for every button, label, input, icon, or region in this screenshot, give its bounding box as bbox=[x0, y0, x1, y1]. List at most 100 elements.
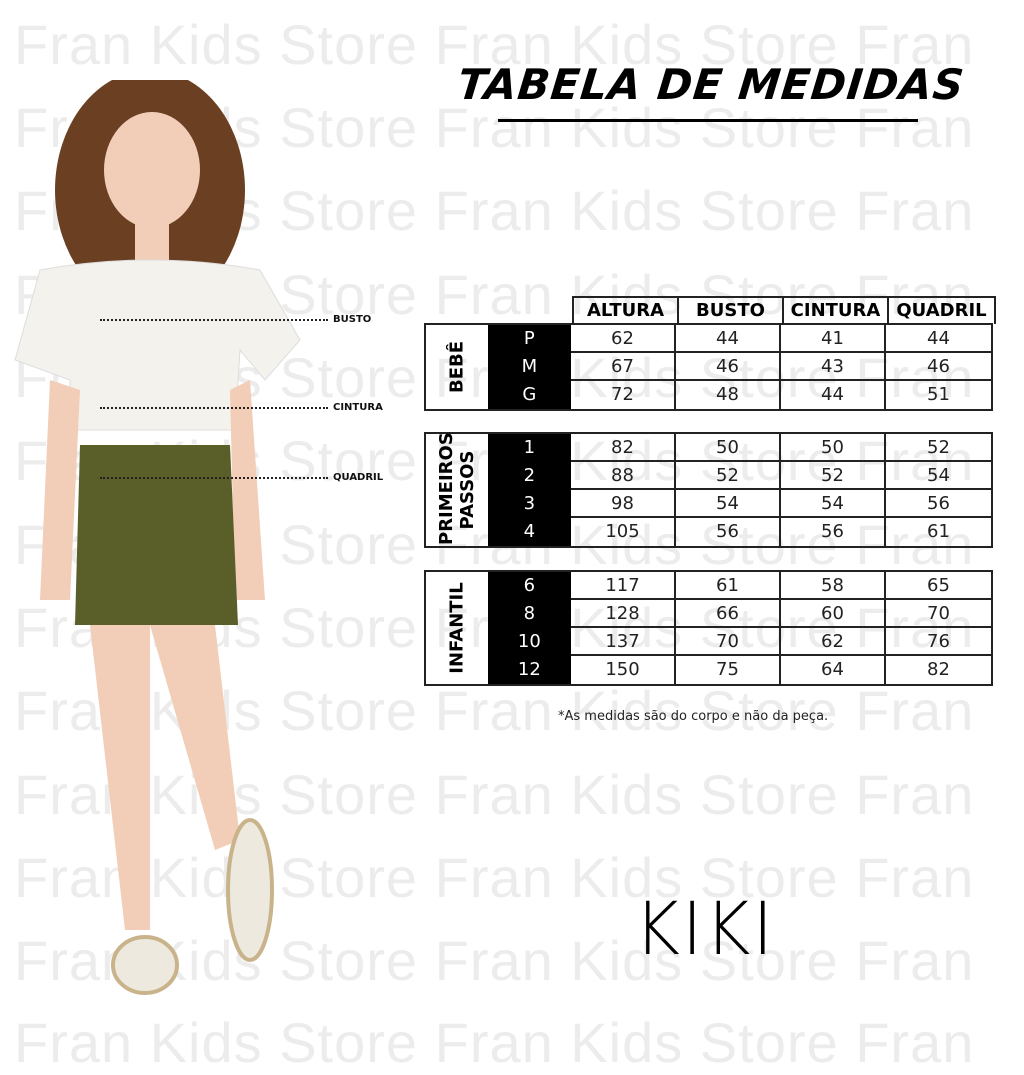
value-cell: 46 bbox=[927, 356, 950, 377]
quadril-line bbox=[100, 477, 328, 479]
size-cell: 10 bbox=[517, 631, 541, 652]
shoe bbox=[111, 935, 179, 995]
table-row: 98 54 54 56 bbox=[571, 490, 991, 518]
size-column: 6 8 10 12 bbox=[487, 572, 571, 684]
size-cell: 4 bbox=[523, 521, 536, 542]
value-cell: 128 bbox=[571, 600, 676, 626]
value-cell: 43 bbox=[781, 353, 886, 379]
value-cell: 70 bbox=[927, 603, 950, 624]
group-label-text: INFANTIL bbox=[446, 582, 468, 674]
size-cell: P bbox=[523, 328, 535, 349]
value-cell: 76 bbox=[927, 631, 950, 652]
value-cell: 98 bbox=[571, 490, 676, 516]
brand-logo: KIKI bbox=[634, 885, 776, 973]
cintura-line bbox=[100, 407, 328, 409]
watermark-text: Fran Kids Store Fran Kids Store Fran bbox=[14, 846, 975, 909]
value-cell: 70 bbox=[676, 628, 781, 654]
value-cell: 51 bbox=[927, 384, 950, 405]
group-label: INFANTIL bbox=[426, 572, 488, 684]
size-group: BEBÊ P M G 62 44 41 44 67 46 43 46 72 48 44 51 bbox=[424, 323, 993, 411]
value-cell: 62 bbox=[571, 325, 676, 351]
value-cell: 44 bbox=[781, 381, 886, 409]
value-cell: 52 bbox=[927, 437, 950, 458]
group-label: PRIMEIROS PASSOS bbox=[426, 432, 488, 546]
value-cell: 44 bbox=[927, 328, 950, 349]
table-row: 82 50 50 52 bbox=[571, 434, 991, 462]
value-cell: 105 bbox=[571, 518, 676, 546]
value-cell: 58 bbox=[781, 572, 886, 598]
busto-label: BUSTO bbox=[333, 314, 372, 325]
value-cell: 54 bbox=[927, 465, 950, 486]
col-header: CINTURA bbox=[784, 298, 889, 324]
value-cell: 56 bbox=[927, 493, 950, 514]
table-row: 150 75 64 82 bbox=[571, 656, 991, 684]
value-cell: 61 bbox=[676, 572, 781, 598]
value-cell: 75 bbox=[676, 656, 781, 684]
page-title: TABELA DE MEDIDAS bbox=[455, 60, 967, 109]
value-cell: 56 bbox=[676, 518, 781, 546]
table-row: 72 48 44 51 bbox=[571, 381, 991, 409]
size-group: INFANTIL 6 8 10 12 117 61 58 65 128 66 60 70 137 70 62 7… bbox=[424, 570, 993, 686]
value-cell: 41 bbox=[781, 325, 886, 351]
table-header: ALTURA BUSTO CINTURA QUADRIL bbox=[572, 296, 996, 324]
size-group: PRIMEIROS PASSOS 1 2 3 4 82 50 50 52 88 52 52 54 98 54… bbox=[424, 432, 993, 548]
size-column: 1 2 3 4 bbox=[487, 434, 571, 546]
table-row: 67 46 43 46 bbox=[571, 353, 991, 381]
watermark-text: Fran Kids Store Fran Kids Store Fran bbox=[14, 13, 975, 76]
size-cell: 2 bbox=[523, 465, 536, 486]
title-underline bbox=[498, 119, 918, 122]
watermark-text: Fran Kids Store Fran Kids Store Fran bbox=[14, 1011, 975, 1074]
table-row: 62 44 41 44 bbox=[571, 325, 991, 353]
skirt bbox=[75, 445, 238, 625]
value-cell: 88 bbox=[571, 462, 676, 488]
col-header: ALTURA bbox=[574, 298, 679, 324]
value-cell: 54 bbox=[781, 490, 886, 516]
value-cell: 82 bbox=[571, 434, 676, 460]
value-cell: 60 bbox=[781, 600, 886, 626]
size-cell: 8 bbox=[523, 603, 536, 624]
size-cell: M bbox=[521, 356, 538, 377]
face bbox=[104, 112, 200, 228]
value-cell: 52 bbox=[781, 462, 886, 488]
value-cell: 54 bbox=[676, 490, 781, 516]
size-cell: 1 bbox=[523, 437, 536, 458]
value-cell: 65 bbox=[927, 575, 950, 596]
table-row: 117 61 58 65 bbox=[571, 572, 991, 600]
size-cell: G bbox=[522, 384, 537, 405]
value-cell: 46 bbox=[676, 353, 781, 379]
size-cell: 3 bbox=[523, 493, 536, 514]
watermark-text: Fran Kids Store Fran Kids Store Fran bbox=[14, 763, 975, 826]
value-cell: 52 bbox=[676, 462, 781, 488]
group-label-text: BEBÊ bbox=[446, 340, 468, 394]
value-cell: 56 bbox=[781, 518, 886, 546]
value-cell: 48 bbox=[676, 381, 781, 409]
value-cell: 150 bbox=[571, 656, 676, 684]
value-cell: 66 bbox=[676, 600, 781, 626]
value-cell: 50 bbox=[676, 434, 781, 460]
table-row: 137 70 62 76 bbox=[571, 628, 991, 656]
footnote: *As medidas são do corpo e não da peça. bbox=[558, 709, 829, 724]
value-cell: 62 bbox=[781, 628, 886, 654]
value-cell: 82 bbox=[927, 659, 950, 680]
quadril-label: QUADRIL bbox=[333, 472, 384, 483]
value-cell: 64 bbox=[781, 656, 886, 684]
table-row: 128 66 60 70 bbox=[571, 600, 991, 628]
col-header: QUADRIL bbox=[896, 300, 987, 321]
value-cell: 67 bbox=[571, 353, 676, 379]
table-row: 105 56 56 61 bbox=[571, 518, 991, 546]
model-photo bbox=[14, 80, 301, 995]
table-row: 88 52 52 54 bbox=[571, 462, 991, 490]
group-label-text: PRIMEIROS PASSOS bbox=[435, 432, 478, 545]
busto-line bbox=[100, 319, 328, 321]
size-cell: 12 bbox=[517, 659, 541, 680]
size-cell: 6 bbox=[523, 575, 536, 596]
value-cell: 72 bbox=[571, 381, 676, 409]
value-cell: 137 bbox=[571, 628, 676, 654]
value-cell: 44 bbox=[676, 325, 781, 351]
value-cell: 117 bbox=[571, 572, 676, 598]
value-cell: 61 bbox=[927, 521, 950, 542]
col-header: BUSTO bbox=[679, 298, 784, 324]
cintura-label: CINTURA bbox=[333, 402, 383, 413]
group-label: BEBÊ bbox=[426, 325, 488, 409]
